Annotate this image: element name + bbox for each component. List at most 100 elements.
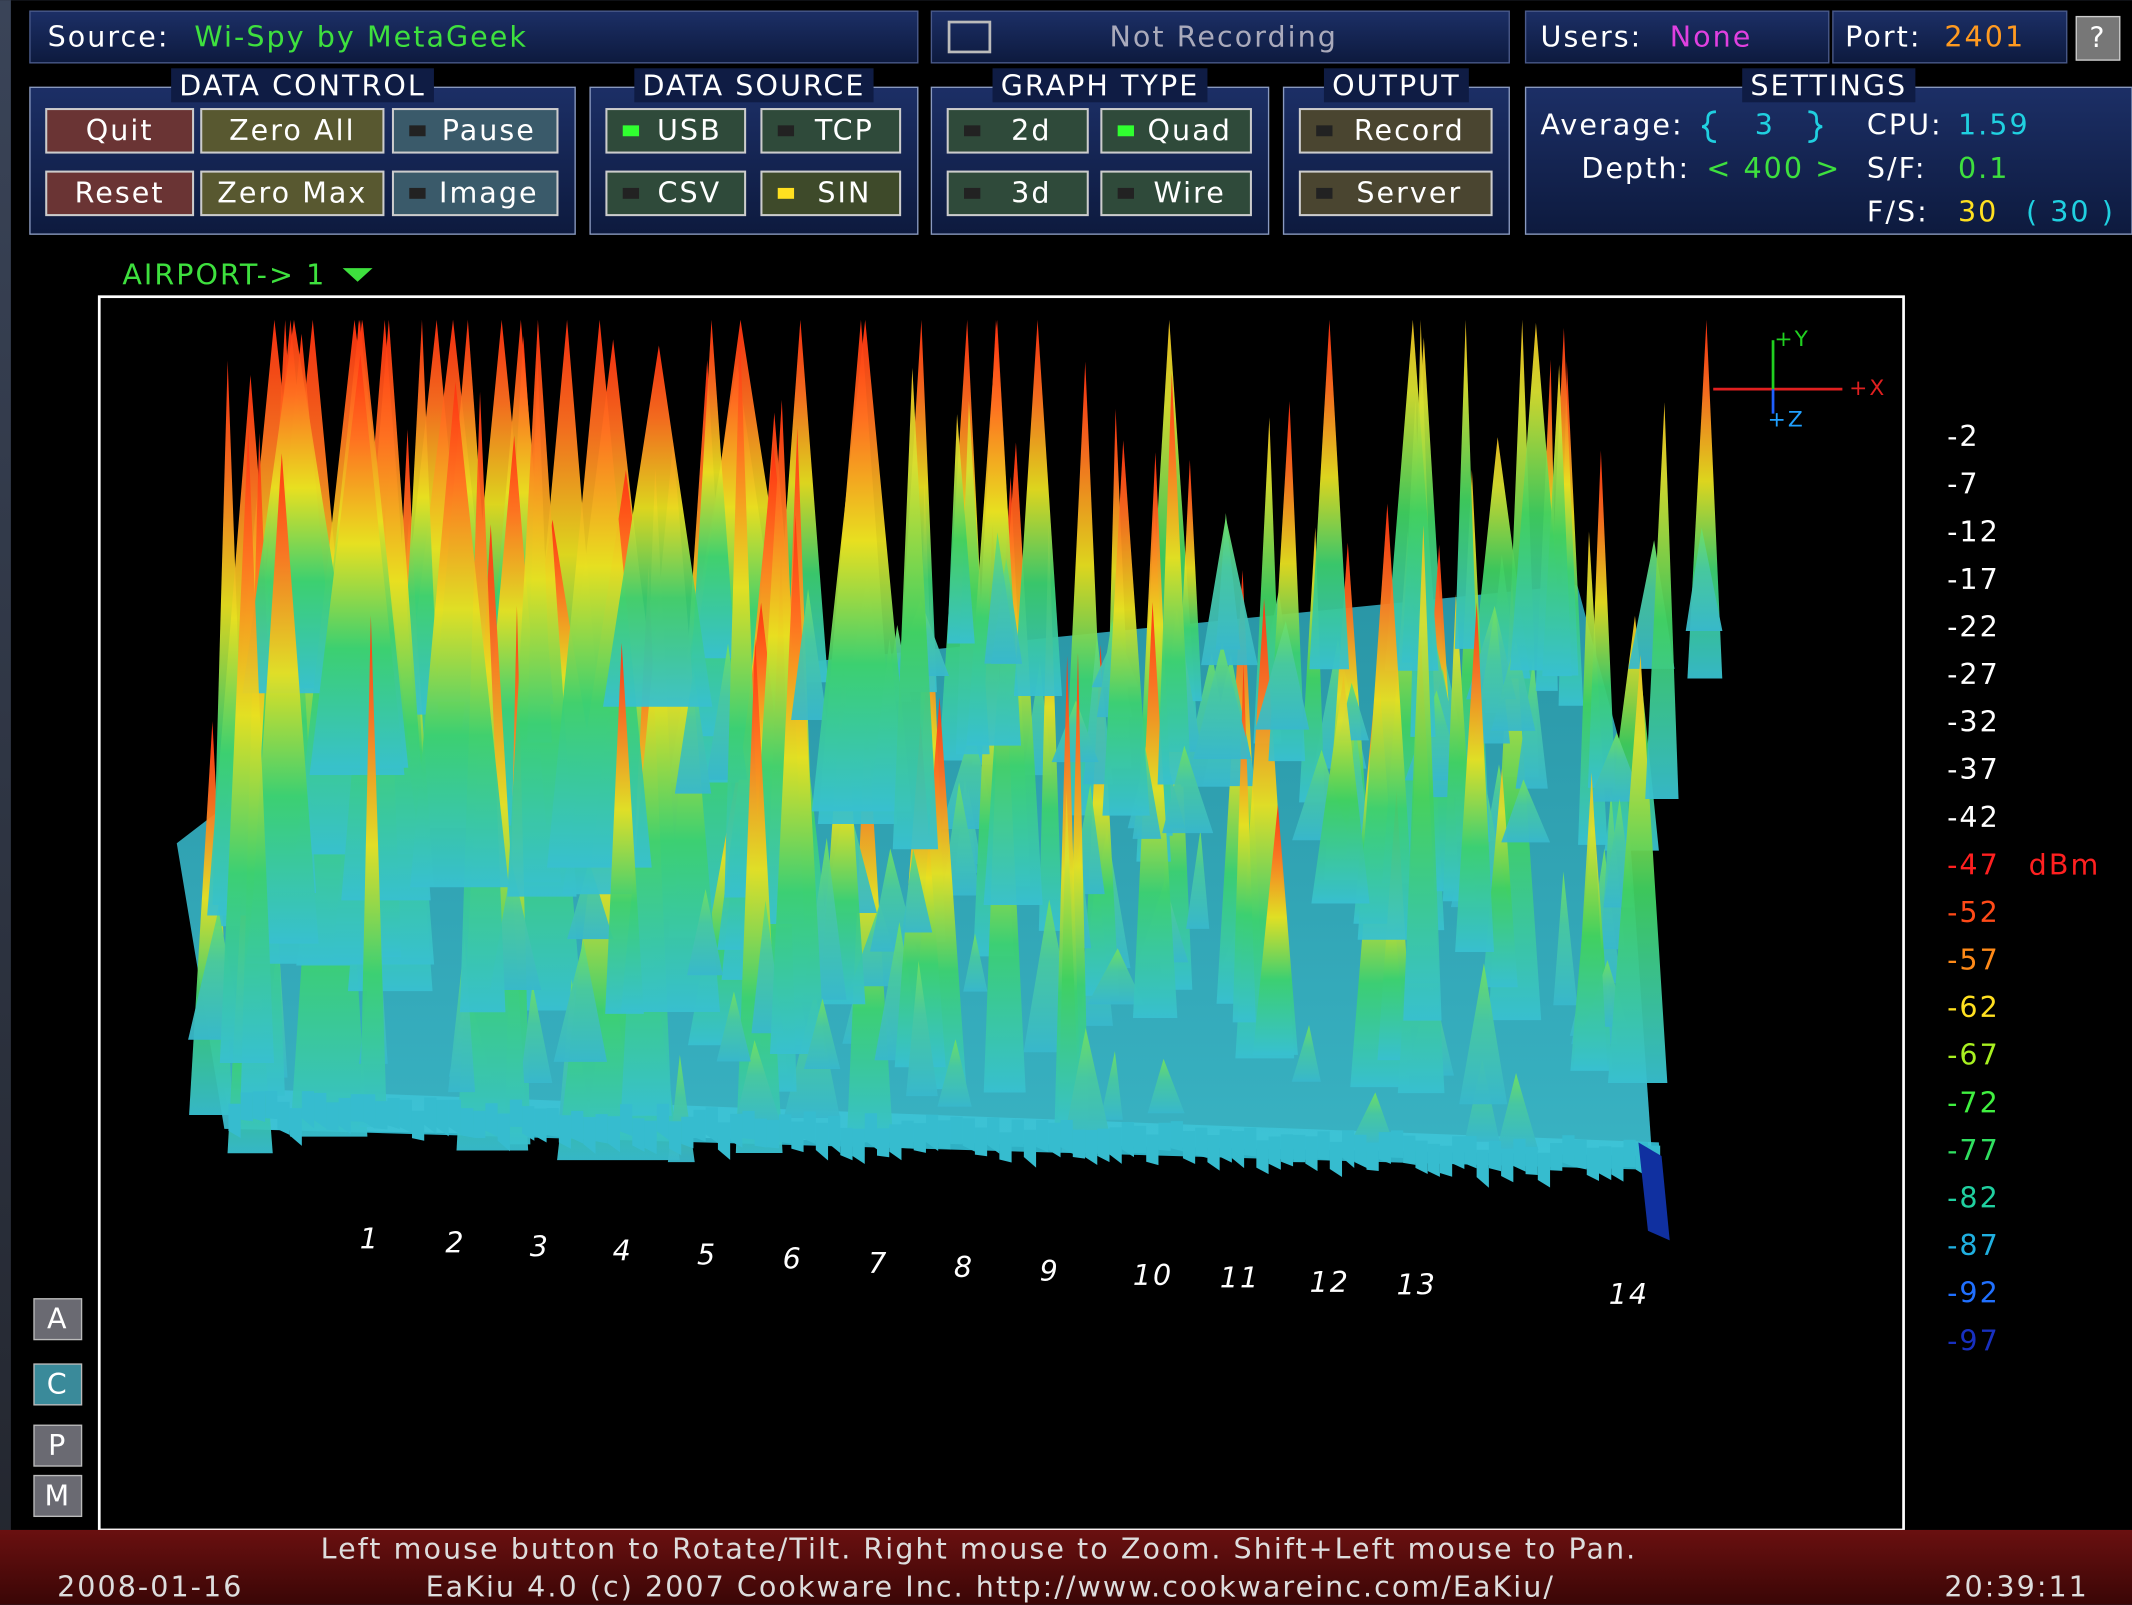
button-indicator[interactable] <box>623 125 639 136</box>
scale-label: -87 <box>1947 1228 2000 1262</box>
channel-label: 3 <box>530 1229 550 1263</box>
button-indicator[interactable] <box>1316 188 1332 199</box>
average-value[interactable]: 3 <box>1755 108 1775 142</box>
average-label: Average: <box>1541 108 1684 142</box>
channel-label: 11 <box>1220 1261 1260 1295</box>
surface-edge <box>950 1117 962 1145</box>
scale-label: -77 <box>1947 1133 2000 1167</box>
button-indicator[interactable] <box>1316 125 1332 136</box>
scale-label: -52 <box>1947 895 2000 929</box>
button-label[interactable]: CSV <box>658 176 722 210</box>
header: Source: Wi-Spy by MetaGeek Not Recording… <box>30 11 2120 63</box>
surface-edge <box>596 1114 608 1143</box>
button-indicator[interactable] <box>409 125 425 136</box>
surface-edge <box>1146 1135 1158 1166</box>
channel-label: 4 <box>613 1234 633 1268</box>
side-button-label[interactable]: P <box>48 1428 67 1462</box>
button-label[interactable]: Wire <box>1154 176 1226 210</box>
surface-edge <box>277 1102 289 1135</box>
button-label[interactable]: Zero Max <box>217 176 367 210</box>
surface-edge <box>1440 1146 1452 1177</box>
channel-label: 2 <box>445 1225 465 1259</box>
surface-edge <box>1073 1130 1085 1159</box>
button-label[interactable]: Record <box>1354 113 1465 147</box>
surface-edge <box>975 1127 987 1156</box>
port-label: Port: <box>1845 19 1921 53</box>
surface-edge <box>877 1128 889 1157</box>
button-indicator[interactable] <box>623 188 639 199</box>
help-label[interactable]: ? <box>2089 21 2106 55</box>
surface-edge <box>938 1120 950 1149</box>
side-button-label[interactable]: C <box>47 1367 69 1401</box>
button-indicator[interactable] <box>409 188 425 199</box>
recording-status: Not Recording <box>1110 19 1338 53</box>
surface-edge <box>253 1091 265 1121</box>
surface-edge <box>547 1108 559 1137</box>
source-value: Wi-Spy by MetaGeek <box>194 19 528 53</box>
scale-label: -7 <box>1947 467 1980 501</box>
surface-edge <box>1134 1126 1146 1154</box>
button-indicator[interactable] <box>964 125 980 136</box>
scale-label: -37 <box>1947 752 2000 786</box>
surface-edge <box>351 1094 363 1122</box>
button-label[interactable]: 3d <box>1011 176 1051 210</box>
surface-edge <box>265 1091 277 1119</box>
surface-edge <box>1489 1141 1501 1171</box>
surface-edge <box>1158 1123 1170 1151</box>
hint-text: Left mouse button to Rotate/Tilt. Right … <box>321 1531 1638 1565</box>
settings-panel: SETTINGS Average: 3 Depth: < 400 > CPU: … <box>1526 68 2132 234</box>
channel-label: 8 <box>954 1250 974 1284</box>
button-label[interactable]: TCP <box>814 113 874 147</box>
surface-edge <box>681 1117 693 1149</box>
button-indicator[interactable] <box>1118 188 1134 199</box>
button-label[interactable]: Pause <box>442 113 536 147</box>
channel-label: 6 <box>783 1242 803 1276</box>
channel-label: 12 <box>1310 1265 1350 1299</box>
credit: EaKiu 4.0 (c) 2007 Cookware Inc. http://… <box>426 1569 1555 1603</box>
button-label[interactable]: Reset <box>75 176 165 210</box>
surface-edge <box>693 1110 705 1142</box>
button-indicator[interactable] <box>778 125 794 136</box>
button-label[interactable]: Quit <box>86 113 154 147</box>
surface-edge <box>1183 1131 1195 1164</box>
scale-label: -62 <box>1947 990 2000 1024</box>
scale-label: -67 <box>1947 1038 2000 1072</box>
button-label[interactable]: Zero All <box>229 113 355 147</box>
depth-label: Depth: <box>1581 151 1690 185</box>
surface-edge <box>375 1101 387 1129</box>
cpu-label: CPU: <box>1867 108 1943 142</box>
footer: Left mouse button to Rotate/Tilt. Right … <box>0 1530 2132 1605</box>
button-indicator[interactable] <box>1118 125 1134 136</box>
button-label[interactable]: SIN <box>817 176 871 210</box>
button-indicator[interactable] <box>778 188 794 199</box>
button-label[interactable]: Quad <box>1148 113 1232 147</box>
depth-value[interactable]: < 400 > <box>1706 151 1841 185</box>
panel-title: SETTINGS <box>1750 68 1907 102</box>
device-selector[interactable]: AIRPORT-> 1 <box>122 257 326 291</box>
surface-edge <box>1244 1128 1256 1157</box>
surface-edge <box>1550 1143 1562 1171</box>
surface-edge <box>1513 1139 1525 1172</box>
button-label[interactable]: USB <box>657 113 722 147</box>
scale-label: -47 <box>1947 847 2000 881</box>
side-button-label[interactable]: M <box>44 1478 71 1512</box>
cpu-value: 1.59 <box>1958 108 2030 142</box>
button-label[interactable]: Server <box>1356 176 1462 210</box>
app-window: Source: Wi-Spy by MetaGeek Not Recording… <box>0 0 2132 1605</box>
surface-edge <box>461 1108 473 1137</box>
surface-edge <box>1391 1130 1403 1158</box>
users-value: None <box>1670 19 1753 53</box>
surface-edge <box>1012 1120 1024 1147</box>
button-label[interactable]: 2d <box>1011 113 1051 147</box>
surface-edge <box>1526 1147 1538 1175</box>
button-label[interactable]: Image <box>439 176 539 210</box>
channel-label: 1 <box>360 1221 380 1255</box>
surface-edge <box>473 1111 485 1138</box>
z-axis-label: +Z <box>1768 407 1805 432</box>
surface-edge <box>1452 1136 1464 1169</box>
surface-edge <box>804 1112 816 1145</box>
surface-edge <box>742 1111 754 1140</box>
button-indicator[interactable] <box>964 188 980 199</box>
side-button-label[interactable]: A <box>47 1302 69 1336</box>
surface-edge <box>412 1111 424 1141</box>
